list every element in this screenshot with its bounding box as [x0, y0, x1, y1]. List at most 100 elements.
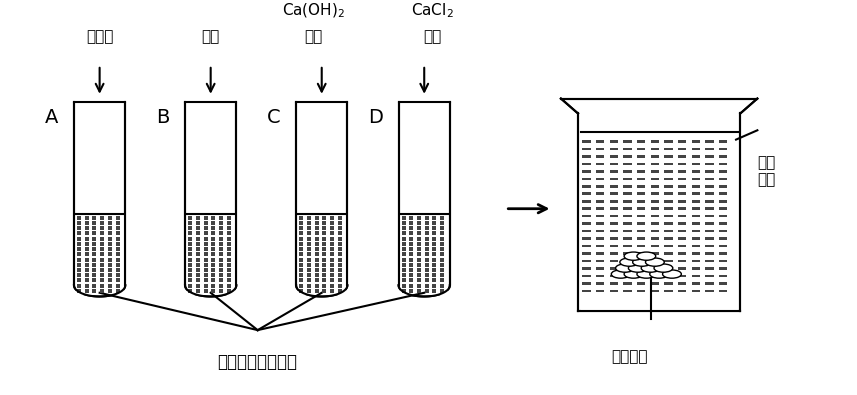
FancyBboxPatch shape [664, 177, 673, 180]
FancyBboxPatch shape [637, 170, 645, 173]
FancyBboxPatch shape [637, 245, 645, 247]
FancyBboxPatch shape [582, 260, 590, 262]
FancyBboxPatch shape [719, 177, 728, 180]
FancyBboxPatch shape [609, 185, 618, 188]
FancyBboxPatch shape [637, 185, 645, 188]
FancyBboxPatch shape [609, 192, 618, 195]
FancyBboxPatch shape [664, 155, 673, 158]
Text: Ca(OH)$_2$: Ca(OH)$_2$ [282, 2, 345, 20]
FancyBboxPatch shape [623, 245, 632, 247]
FancyBboxPatch shape [650, 215, 659, 218]
FancyBboxPatch shape [705, 282, 714, 285]
FancyBboxPatch shape [582, 252, 590, 255]
FancyBboxPatch shape [705, 192, 714, 195]
FancyBboxPatch shape [582, 215, 590, 218]
FancyBboxPatch shape [678, 177, 686, 180]
FancyBboxPatch shape [678, 275, 686, 277]
FancyBboxPatch shape [650, 282, 659, 285]
FancyBboxPatch shape [623, 222, 632, 225]
Circle shape [624, 270, 643, 278]
FancyBboxPatch shape [650, 200, 659, 203]
FancyBboxPatch shape [664, 245, 673, 247]
FancyBboxPatch shape [623, 207, 632, 210]
FancyBboxPatch shape [692, 140, 700, 143]
FancyBboxPatch shape [678, 140, 686, 143]
FancyBboxPatch shape [637, 163, 645, 165]
FancyBboxPatch shape [705, 155, 714, 158]
FancyBboxPatch shape [664, 260, 673, 262]
FancyBboxPatch shape [609, 177, 618, 180]
Text: CaCl$_2$: CaCl$_2$ [411, 2, 454, 20]
FancyBboxPatch shape [664, 200, 673, 203]
Circle shape [624, 252, 643, 260]
FancyBboxPatch shape [637, 290, 645, 292]
FancyBboxPatch shape [650, 163, 659, 165]
FancyBboxPatch shape [582, 155, 590, 158]
FancyBboxPatch shape [596, 230, 604, 232]
FancyBboxPatch shape [678, 290, 686, 292]
FancyBboxPatch shape [678, 222, 686, 225]
FancyBboxPatch shape [692, 170, 700, 173]
FancyBboxPatch shape [664, 170, 673, 173]
FancyBboxPatch shape [650, 148, 659, 150]
FancyBboxPatch shape [664, 185, 673, 188]
FancyBboxPatch shape [623, 267, 632, 270]
FancyBboxPatch shape [664, 230, 673, 232]
FancyBboxPatch shape [609, 267, 618, 270]
FancyBboxPatch shape [596, 192, 604, 195]
Circle shape [628, 264, 647, 272]
Text: 白色沉淠: 白色沉淠 [611, 349, 648, 364]
FancyBboxPatch shape [719, 185, 728, 188]
FancyBboxPatch shape [609, 140, 618, 143]
Circle shape [650, 270, 668, 278]
FancyBboxPatch shape [650, 185, 659, 188]
FancyBboxPatch shape [678, 252, 686, 255]
FancyBboxPatch shape [582, 222, 590, 225]
FancyBboxPatch shape [705, 140, 714, 143]
FancyBboxPatch shape [678, 200, 686, 203]
FancyBboxPatch shape [582, 267, 590, 270]
FancyBboxPatch shape [692, 282, 700, 285]
FancyBboxPatch shape [719, 237, 728, 240]
FancyBboxPatch shape [596, 155, 604, 158]
FancyBboxPatch shape [623, 185, 632, 188]
FancyBboxPatch shape [637, 215, 645, 218]
FancyBboxPatch shape [705, 163, 714, 165]
FancyBboxPatch shape [692, 185, 700, 188]
Bar [580, 132, 738, 310]
FancyBboxPatch shape [719, 260, 728, 262]
FancyBboxPatch shape [705, 260, 714, 262]
FancyBboxPatch shape [609, 222, 618, 225]
FancyBboxPatch shape [623, 290, 632, 292]
FancyBboxPatch shape [609, 170, 618, 173]
FancyBboxPatch shape [582, 275, 590, 277]
FancyBboxPatch shape [609, 245, 618, 247]
FancyBboxPatch shape [692, 237, 700, 240]
FancyBboxPatch shape [596, 200, 604, 203]
Text: 氢氧化钓样品溶液: 氢氧化钓样品溶液 [218, 353, 297, 371]
Circle shape [620, 258, 638, 266]
FancyBboxPatch shape [692, 252, 700, 255]
FancyBboxPatch shape [664, 290, 673, 292]
FancyBboxPatch shape [705, 170, 714, 173]
FancyBboxPatch shape [650, 237, 659, 240]
FancyBboxPatch shape [692, 222, 700, 225]
FancyBboxPatch shape [692, 163, 700, 165]
FancyBboxPatch shape [664, 252, 673, 255]
Circle shape [641, 264, 660, 272]
Bar [400, 214, 448, 295]
FancyBboxPatch shape [637, 267, 645, 270]
FancyBboxPatch shape [596, 215, 604, 218]
FancyBboxPatch shape [692, 192, 700, 195]
FancyBboxPatch shape [596, 140, 604, 143]
FancyBboxPatch shape [678, 185, 686, 188]
FancyBboxPatch shape [719, 252, 728, 255]
FancyBboxPatch shape [692, 245, 700, 247]
FancyBboxPatch shape [692, 177, 700, 180]
FancyBboxPatch shape [719, 290, 728, 292]
FancyBboxPatch shape [637, 237, 645, 240]
FancyBboxPatch shape [650, 155, 659, 158]
FancyBboxPatch shape [705, 275, 714, 277]
FancyBboxPatch shape [692, 260, 700, 262]
FancyBboxPatch shape [692, 155, 700, 158]
